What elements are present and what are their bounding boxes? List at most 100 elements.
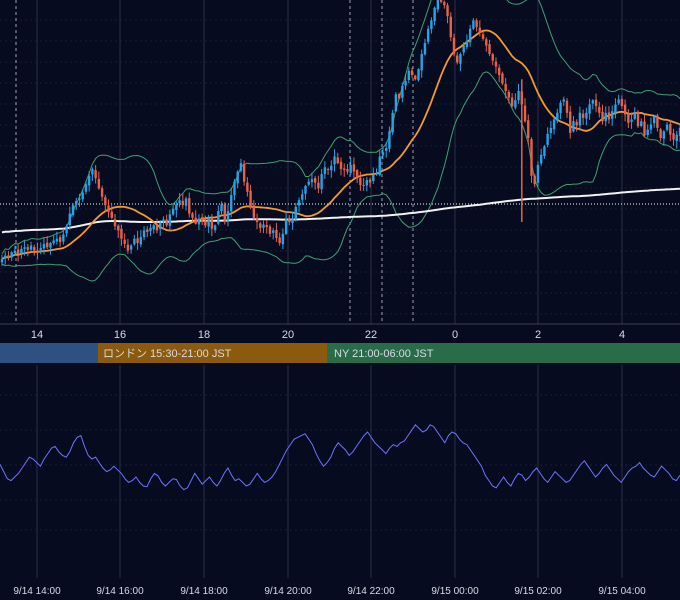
- candle-body: [333, 156, 336, 165]
- candle-body: [491, 54, 494, 61]
- candle-body: [640, 121, 643, 126]
- candle-body: [507, 92, 511, 98]
- candle-body: [26, 247, 30, 250]
- candle-body: [594, 99, 598, 107]
- candle-body: [465, 41, 469, 48]
- candle-body: [281, 233, 285, 245]
- candle-body: [236, 171, 239, 184]
- candle-body: [417, 69, 420, 81]
- candle-body: [49, 243, 52, 248]
- main-tick-label: 14: [31, 329, 43, 341]
- candle-body: [113, 219, 117, 227]
- candle-body: [646, 129, 649, 136]
- candle-body: [204, 220, 207, 226]
- candle-body: [478, 27, 482, 33]
- candle-body: [414, 75, 417, 80]
- candle-body: [268, 226, 272, 234]
- candle-body: [39, 248, 42, 252]
- candle-body: [42, 243, 46, 249]
- candle-body: [527, 120, 530, 138]
- candle-body: [407, 70, 410, 81]
- bottom-tick-label: 9/14 16:00: [96, 586, 144, 597]
- candle-body: [178, 200, 181, 203]
- main-tick-label: 18: [198, 329, 210, 341]
- candle-body: [385, 148, 388, 151]
- candle-body: [375, 173, 378, 175]
- bollinger-lower: [1, 71, 680, 282]
- main-tick-label: 16: [114, 329, 126, 341]
- candle-body: [120, 228, 123, 239]
- candle-body: [117, 225, 120, 231]
- candle-body: [36, 250, 39, 253]
- candle-body: [656, 115, 659, 128]
- candle-body: [381, 152, 385, 156]
- candle-body: [155, 225, 159, 231]
- candle-body: [146, 229, 149, 233]
- candle-body: [346, 169, 349, 172]
- candle-body: [362, 184, 365, 186]
- candle-body: [575, 121, 578, 126]
- candle-body: [472, 20, 475, 29]
- candle-body: [0, 258, 4, 263]
- candle-body: [449, 16, 452, 38]
- candle-body: [581, 113, 585, 118]
- main-tick-label: 4: [619, 329, 625, 341]
- candle-body: [16, 249, 20, 254]
- bottom-tick-label: 9/14 22:00: [347, 586, 395, 597]
- candle-body: [33, 247, 36, 251]
- candle-body: [591, 100, 595, 104]
- candle-body: [184, 198, 188, 206]
- candle-body: [498, 67, 501, 75]
- candle-body: [159, 222, 162, 229]
- candle-body: [123, 239, 126, 244]
- bollinger-upper: [1, 0, 680, 255]
- candle-body: [13, 250, 17, 254]
- candle-body: [284, 218, 288, 234]
- candle-body: [313, 178, 317, 183]
- candle-body: [200, 217, 204, 222]
- candle-body: [446, 5, 449, 17]
- candle-body: [213, 225, 217, 231]
- candle-body: [75, 201, 78, 205]
- candle-body: [410, 70, 414, 75]
- candle-body: [678, 127, 680, 136]
- candle-body: [675, 134, 678, 142]
- session-bar: ロンドン 15:30-21:00 JST NY 21:00-06:00 JST: [0, 343, 680, 363]
- candle-body: [649, 124, 653, 130]
- main-tick-label: 20: [282, 329, 294, 341]
- main-tick-label: 2: [535, 329, 541, 341]
- candle-body: [552, 119, 556, 130]
- candle-body: [620, 98, 624, 107]
- candle-body: [543, 146, 546, 157]
- candle-body: [475, 20, 478, 28]
- candle-body: [68, 213, 71, 226]
- candle-body: [468, 28, 472, 43]
- candle-body: [110, 211, 113, 218]
- candle-body: [165, 219, 168, 226]
- candle-body: [317, 182, 320, 189]
- candle-body: [107, 205, 110, 212]
- candle-body: [29, 245, 33, 250]
- candle-body: [604, 112, 607, 122]
- candle-body: [352, 164, 356, 172]
- candle-body: [171, 208, 175, 215]
- candle-body: [562, 99, 565, 102]
- candle-body: [175, 204, 178, 210]
- candle-body: [220, 204, 223, 211]
- candle-body: [669, 124, 672, 135]
- candle-body: [514, 100, 517, 108]
- candle-body: [404, 80, 407, 86]
- candle-body: [58, 237, 62, 243]
- session-london: [98, 343, 327, 363]
- candle-body: [239, 163, 243, 171]
- candle-body: [323, 167, 327, 174]
- candle-body: [20, 248, 23, 254]
- main-tick-label: 0: [452, 329, 458, 341]
- candle-body: [601, 111, 604, 122]
- candle-body: [4, 255, 7, 259]
- candle-body: [288, 218, 291, 222]
- candle-body: [126, 244, 130, 251]
- candle-body: [291, 218, 294, 224]
- oscillator-line: [0, 424, 680, 491]
